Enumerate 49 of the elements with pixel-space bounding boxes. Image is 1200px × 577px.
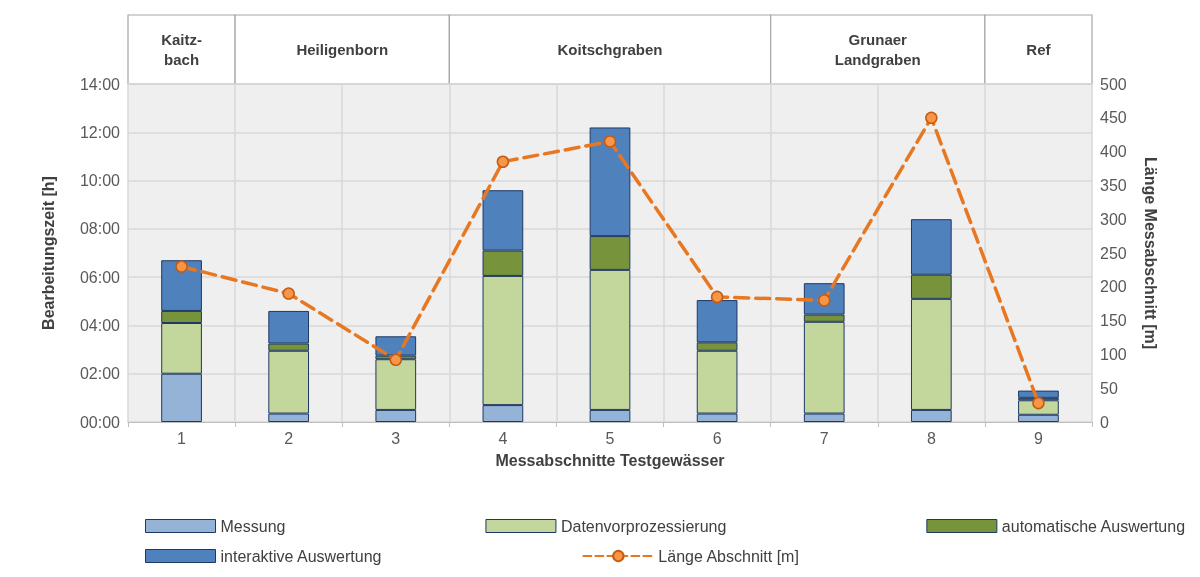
y-tick-label: 00:00 bbox=[79, 413, 121, 431]
y-tick-label: 02:00 bbox=[79, 365, 121, 383]
x-axis-title: Messabschnitte Testgewässer bbox=[495, 451, 725, 469]
y2-tick-label: 0 bbox=[1100, 413, 1109, 431]
point bbox=[282, 287, 295, 300]
y2-axis-title: Länge Messabschnitt [m] bbox=[1141, 156, 1159, 350]
legend-label: Länge Abschnitt [m] bbox=[658, 547, 799, 565]
y2-tick-label: 200 bbox=[1100, 278, 1127, 296]
x-tick-label: 8 bbox=[926, 429, 936, 447]
legend-label: interaktive Auswertung bbox=[220, 547, 382, 565]
y-tick-label: 12:00 bbox=[79, 123, 121, 141]
y-tick-label: 14:00 bbox=[79, 75, 121, 93]
x-tick-label: 7 bbox=[819, 429, 829, 447]
x-tick-label: 1 bbox=[177, 429, 187, 447]
y2-tick-label: 100 bbox=[1100, 345, 1127, 363]
y2-tick-label: 250 bbox=[1100, 244, 1127, 262]
point bbox=[710, 290, 724, 304]
text: Koitschgraben bbox=[557, 41, 663, 58]
legend-label: automatische Auswertung bbox=[1001, 517, 1186, 535]
bar bbox=[1018, 390, 1059, 398]
y2-tick-label: 400 bbox=[1100, 143, 1127, 161]
x-tick-label: 4 bbox=[498, 429, 508, 447]
point bbox=[603, 135, 617, 148]
text: Kaitz- bach bbox=[161, 31, 202, 68]
y2-tick-label: 300 bbox=[1100, 210, 1127, 228]
y2-tick-label: 450 bbox=[1100, 109, 1127, 127]
x-tick-label: 3 bbox=[391, 429, 401, 447]
point bbox=[389, 353, 403, 367]
point bbox=[496, 155, 510, 168]
x-tick-label: 6 bbox=[712, 429, 722, 447]
text: Grunaer Landgraben bbox=[834, 31, 921, 68]
legend-label: Datenvorprozessierung bbox=[560, 517, 727, 535]
y-tick-label: 06:00 bbox=[79, 268, 121, 286]
y2-tick-label: 500 bbox=[1100, 75, 1127, 93]
legend-label: Messung bbox=[220, 517, 286, 535]
y-tick-label: 08:00 bbox=[79, 220, 121, 238]
y2-tick-label: 350 bbox=[1100, 176, 1127, 194]
y-axis-title: Bearbeitungszeit [h] bbox=[39, 176, 57, 330]
x-tick-label: 5 bbox=[605, 429, 615, 447]
y2-tick-label: 50 bbox=[1100, 379, 1118, 397]
point bbox=[925, 111, 938, 125]
y-tick-label: 04:00 bbox=[79, 316, 121, 334]
y-tick-label: 10:00 bbox=[79, 172, 121, 190]
text: Heiligenborn bbox=[296, 41, 389, 58]
y2-tick-label: 150 bbox=[1100, 312, 1127, 330]
text: Ref bbox=[1026, 41, 1052, 58]
x-tick-label: 2 bbox=[284, 429, 294, 447]
x-tick-label: 9 bbox=[1033, 429, 1043, 447]
point bbox=[175, 260, 188, 273]
